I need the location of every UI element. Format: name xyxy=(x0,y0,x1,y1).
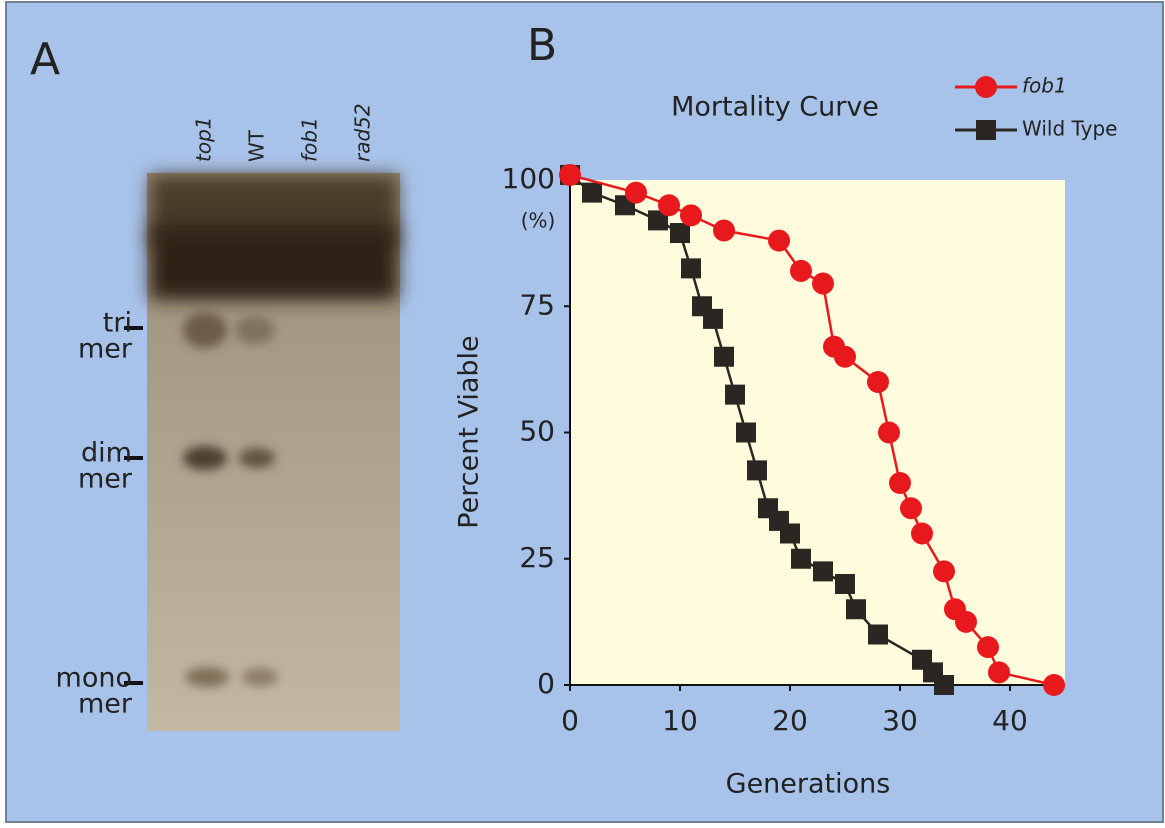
lane-label: rad52 xyxy=(351,103,375,162)
x-tick-label: 0 xyxy=(561,704,579,737)
marker xyxy=(812,273,834,295)
figure: A top1WTfob1rad52 trimerdimmermonomer B … xyxy=(0,0,1165,824)
y-tick-label: 0 xyxy=(537,667,555,700)
marker xyxy=(559,164,581,186)
y-axis-label: Percent Viable xyxy=(454,335,485,528)
marker xyxy=(714,347,734,367)
lane-label: top1 xyxy=(192,117,216,163)
plot-area xyxy=(570,180,1065,685)
marker xyxy=(703,309,723,329)
y-unit: (%) xyxy=(521,209,556,233)
marker xyxy=(1043,674,1065,696)
y-tick-label: 100 xyxy=(502,162,555,195)
marker xyxy=(658,194,680,216)
marker xyxy=(868,625,888,645)
marker xyxy=(625,182,647,204)
marker xyxy=(725,385,745,405)
marker xyxy=(934,675,954,695)
marker xyxy=(681,258,701,278)
x-tick-label: 30 xyxy=(882,704,918,737)
marker xyxy=(747,460,767,480)
panel-label: B xyxy=(527,20,557,71)
marker xyxy=(791,549,811,569)
marker xyxy=(680,204,702,226)
marker xyxy=(582,183,602,203)
marker xyxy=(713,220,735,242)
x-tick-label: 20 xyxy=(772,704,808,737)
x-tick-label: 10 xyxy=(662,704,698,737)
marker xyxy=(736,423,756,443)
legend-marker xyxy=(976,120,996,140)
marker xyxy=(878,422,900,444)
lane-label: fob1 xyxy=(298,117,322,162)
y-tick-label: 25 xyxy=(519,541,555,574)
marker xyxy=(911,523,933,545)
panel-label: A xyxy=(30,34,60,85)
marker xyxy=(834,346,856,368)
marker-label: mer xyxy=(78,689,133,720)
marker xyxy=(835,574,855,594)
marker xyxy=(867,371,889,393)
marker xyxy=(813,561,833,581)
marker xyxy=(977,636,999,658)
legend-label: fob1 xyxy=(1022,74,1067,98)
marker xyxy=(768,230,790,252)
legend-label: Wild Type xyxy=(1022,117,1117,141)
marker xyxy=(780,524,800,544)
y-tick-label: 50 xyxy=(519,415,555,448)
lane-label: WT xyxy=(245,129,269,162)
x-tick-label: 40 xyxy=(992,704,1028,737)
gel xyxy=(147,173,400,731)
marker xyxy=(933,560,955,582)
legend-marker xyxy=(975,76,997,98)
marker-label: mer xyxy=(78,464,133,495)
marker-label: mer xyxy=(78,334,133,365)
marker xyxy=(988,661,1010,683)
marker xyxy=(955,611,977,633)
marker xyxy=(846,599,866,619)
x-axis-label: Generations xyxy=(726,769,891,800)
chart-title: Mortality Curve xyxy=(671,92,879,123)
y-tick-label: 75 xyxy=(519,288,555,321)
marker xyxy=(790,260,812,282)
marker xyxy=(670,223,690,243)
marker xyxy=(900,497,922,519)
marker xyxy=(889,472,911,494)
